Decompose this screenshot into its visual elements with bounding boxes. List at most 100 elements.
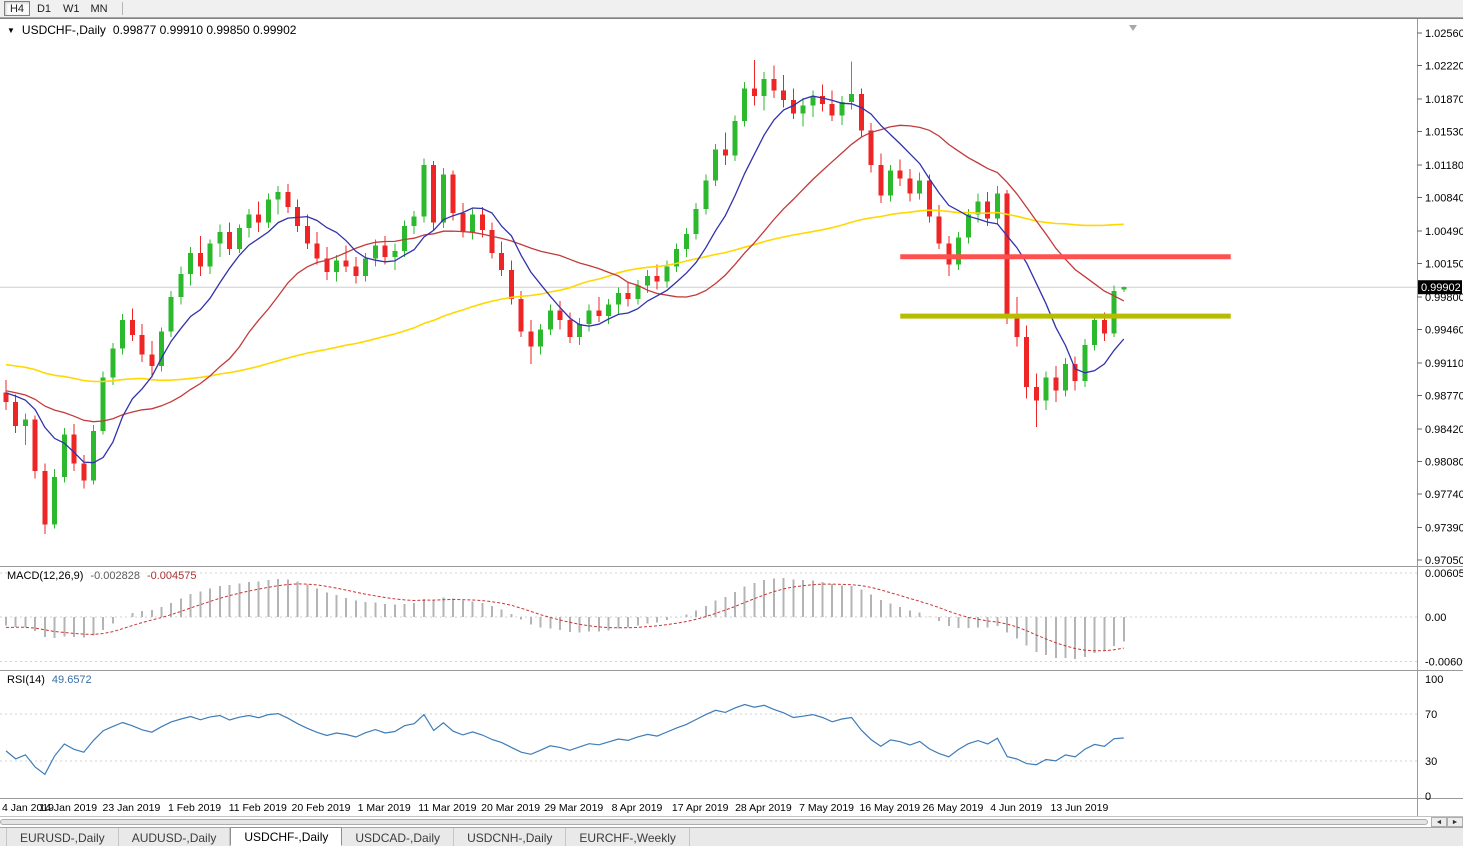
svg-text:17 Apr 2019: 17 Apr 2019	[672, 802, 729, 814]
timeframe-buttons: H4 D1 W1 MN	[4, 1, 114, 16]
candle	[81, 454, 87, 489]
candle	[343, 245, 349, 273]
svg-text:29 Mar 2019: 29 Mar 2019	[544, 802, 603, 814]
chart-tab-audusd[interactable]: AUDUSD-,Daily	[119, 828, 231, 846]
candle	[576, 318, 582, 345]
svg-text:4 Jun 2019: 4 Jun 2019	[990, 802, 1042, 814]
candle	[907, 168, 913, 202]
toolbar-divider	[121, 2, 123, 15]
timeframe-toolbar: H4 D1 W1 MN	[0, 0, 1463, 18]
candle	[926, 174, 932, 223]
candle	[635, 279, 641, 305]
candle	[1121, 286, 1127, 293]
chart-tab-eurchf[interactable]: EURCHF-,Weekly	[566, 828, 690, 846]
chart-tab-eurusd[interactable]: EURUSD-,Daily	[6, 828, 119, 846]
chart-tab-usdchf[interactable]: USDCHF-,Daily	[230, 827, 343, 846]
candle	[139, 323, 145, 363]
svg-text:11 Feb 2019: 11 Feb 2019	[229, 802, 287, 814]
candle	[207, 239, 213, 275]
svg-text:1.00490: 1.00490	[1425, 226, 1463, 238]
candle	[557, 300, 563, 330]
svg-text:1.00150: 1.00150	[1425, 259, 1463, 271]
candle	[129, 308, 135, 341]
svg-text:23 Jan 2019: 23 Jan 2019	[102, 802, 160, 814]
candle	[693, 203, 699, 240]
candle	[353, 256, 359, 284]
svg-text:1 Mar 2019: 1 Mar 2019	[358, 802, 411, 814]
svg-text:16 May 2019: 16 May 2019	[859, 802, 920, 814]
chart-shift-marker-icon	[1129, 25, 1137, 31]
ma-mid-line	[5, 124, 1125, 423]
candle	[1024, 325, 1030, 399]
svg-text:26 May 2019: 26 May 2019	[923, 802, 984, 814]
timeframe-button-d1[interactable]: D1	[36, 3, 52, 15]
horizontal-scrollbar[interactable]: ◄ ►	[0, 817, 1463, 827]
candle	[596, 296, 602, 322]
candle	[1053, 365, 1059, 403]
candle	[197, 235, 203, 276]
candle	[217, 224, 223, 257]
candle	[878, 153, 884, 204]
current-price-tag	[1418, 280, 1462, 295]
candle	[168, 291, 174, 338]
svg-text:11 Mar 2019: 11 Mar 2019	[418, 802, 476, 814]
candle	[829, 90, 835, 121]
scrollbar-thumb[interactable]	[0, 819, 1428, 825]
candle	[1062, 358, 1068, 397]
candle	[499, 241, 505, 276]
candle	[897, 159, 903, 187]
svg-text:28 Apr 2019: 28 Apr 2019	[735, 802, 792, 814]
candle	[178, 266, 184, 305]
candle	[849, 61, 855, 110]
chart-menu-icon[interactable]: ▼	[7, 25, 15, 35]
rsi-line	[5, 703, 1124, 776]
candle	[683, 228, 689, 257]
candle	[188, 247, 194, 286]
candle	[703, 174, 709, 215]
candle	[654, 264, 660, 290]
candle	[275, 186, 281, 215]
candle	[1033, 373, 1039, 428]
timeframe-button-mn[interactable]: MN	[90, 3, 108, 15]
svg-text:1.00840: 1.00840	[1425, 193, 1463, 205]
candle	[868, 122, 874, 173]
candle	[518, 291, 524, 338]
candle	[61, 428, 67, 483]
svg-text:1 Feb 2019: 1 Feb 2019	[168, 802, 221, 814]
candle	[450, 170, 456, 221]
candle	[460, 203, 466, 238]
candle	[547, 304, 553, 336]
candle	[236, 224, 242, 253]
candle	[936, 205, 942, 250]
svg-text:0.99800: 0.99800	[1425, 292, 1463, 304]
candle	[781, 75, 787, 108]
rsi-name: RSI(14)	[7, 674, 45, 686]
candle	[1092, 314, 1098, 351]
svg-text:-0.006096: -0.006096	[1425, 656, 1463, 668]
svg-text:0: 0	[1425, 791, 1431, 803]
candle	[732, 115, 738, 162]
scroll-right-button[interactable]: ►	[1447, 817, 1463, 827]
candle	[1014, 296, 1020, 347]
ma-slow-line	[5, 209, 1124, 383]
candle	[333, 254, 339, 282]
candle	[1111, 285, 1117, 338]
chart-tab-usdcnh[interactable]: USDCNH-,Daily	[454, 828, 567, 846]
candle	[42, 463, 48, 535]
candle	[159, 327, 165, 372]
candle	[324, 247, 330, 280]
timeframe-button-h4[interactable]: H4	[4, 1, 30, 16]
rsi-value: 49.6572	[51, 674, 92, 686]
scroll-left-button[interactable]: ◄	[1431, 817, 1447, 827]
timeframe-button-w1[interactable]: W1	[63, 3, 80, 15]
candle	[110, 342, 116, 385]
svg-text:1.01180: 1.01180	[1425, 160, 1463, 172]
svg-text:0.99902: 0.99902	[1421, 282, 1461, 294]
svg-text:13 Jun 2019: 13 Jun 2019	[1050, 802, 1108, 814]
svg-text:20 Feb 2019: 20 Feb 2019	[292, 802, 351, 814]
chart-tab-usdcad[interactable]: USDCAD-,Daily	[342, 828, 455, 846]
candle	[256, 201, 262, 232]
candle	[285, 184, 291, 213]
